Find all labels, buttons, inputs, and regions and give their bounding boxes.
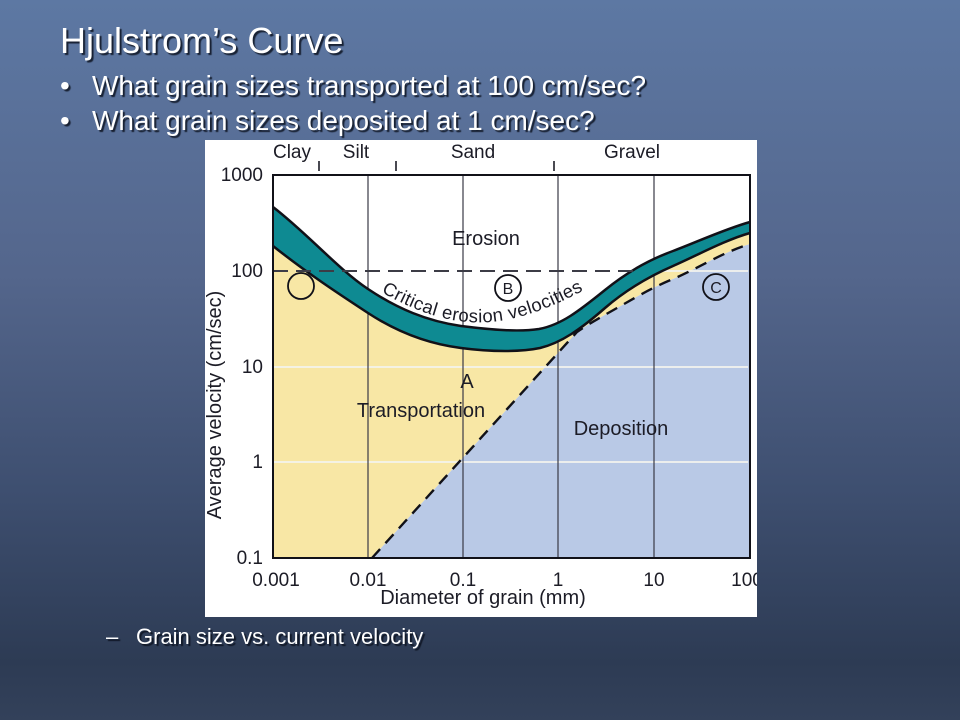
upper-critical-curve: [272, 206, 751, 332]
deposition-label: Deposition: [574, 418, 669, 440]
circle-c-marker: [702, 273, 730, 301]
transportation-label: Transportation: [357, 400, 485, 422]
chart-svg: Clay Silt Sand Gravel 1000 100 10 1 0.1 …: [205, 142, 757, 609]
circle-b-marker: [494, 274, 522, 302]
bullet-item: • What grain sizes transported at 100 cm…: [60, 68, 646, 103]
bullet-item: • What grain sizes deposited at 1 cm/sec…: [60, 103, 646, 138]
erosion-label: Erosion: [452, 228, 520, 250]
bullet-text: What grain sizes deposited at 1 cm/sec?: [92, 105, 595, 136]
bullet-marker: •: [60, 70, 70, 101]
y-tick-100: 100: [231, 261, 263, 282]
y-tick-1000: 1000: [221, 165, 263, 186]
plot-border: [272, 174, 751, 559]
x-tick-0.01: 0.01: [350, 570, 387, 591]
lower-critical-curve: [272, 231, 751, 353]
deposition-area: [372, 244, 750, 558]
empty-circle-marker: [287, 272, 315, 300]
y-tick-10: 10: [242, 357, 263, 378]
grain-class-silt: Silt: [343, 142, 370, 163]
sub-bullet-marker: –: [106, 624, 119, 649]
hjulstrom-curve-chart: Clay Silt Sand Gravel 1000 100 10 1 0.1 …: [205, 140, 757, 617]
y-axis-title: Average velocity (cm/sec): [205, 291, 226, 520]
circle-c-letter: C: [710, 280, 722, 297]
x-tick-100: 100: [731, 570, 757, 591]
x-tick-0.1: 0.1: [450, 570, 476, 591]
grain-class-clay: Clay: [273, 142, 312, 163]
grain-class-gravel: Gravel: [604, 142, 660, 163]
bullet-text: What grain sizes transported at 100 cm/s…: [92, 70, 647, 101]
critical-erosion-band: [273, 207, 750, 351]
x-tick-0.001: 0.001: [252, 570, 300, 591]
slide-title: Hjulstrom’s Curve: [60, 20, 344, 61]
y-tick-0.1: 0.1: [237, 548, 263, 569]
x-axis-title: Diameter of grain (mm): [380, 587, 586, 609]
bullet-list: • What grain sizes transported at 100 cm…: [60, 68, 646, 138]
circle-b-letter: B: [503, 281, 514, 298]
bullet-marker: •: [60, 105, 70, 136]
settling-velocity-dashed-line: [371, 242, 751, 559]
y-tick-1: 1: [252, 452, 263, 473]
x-tick-1: 1: [553, 570, 564, 591]
sub-bullet-text: Grain size vs. current velocity: [136, 624, 424, 649]
grain-class-sand: Sand: [451, 142, 495, 163]
transportation-area: [273, 233, 750, 558]
region-a-letter: A: [460, 371, 474, 393]
x-tick-10: 10: [643, 570, 664, 591]
sub-bullet: – Grain size vs. current velocity: [106, 624, 423, 650]
